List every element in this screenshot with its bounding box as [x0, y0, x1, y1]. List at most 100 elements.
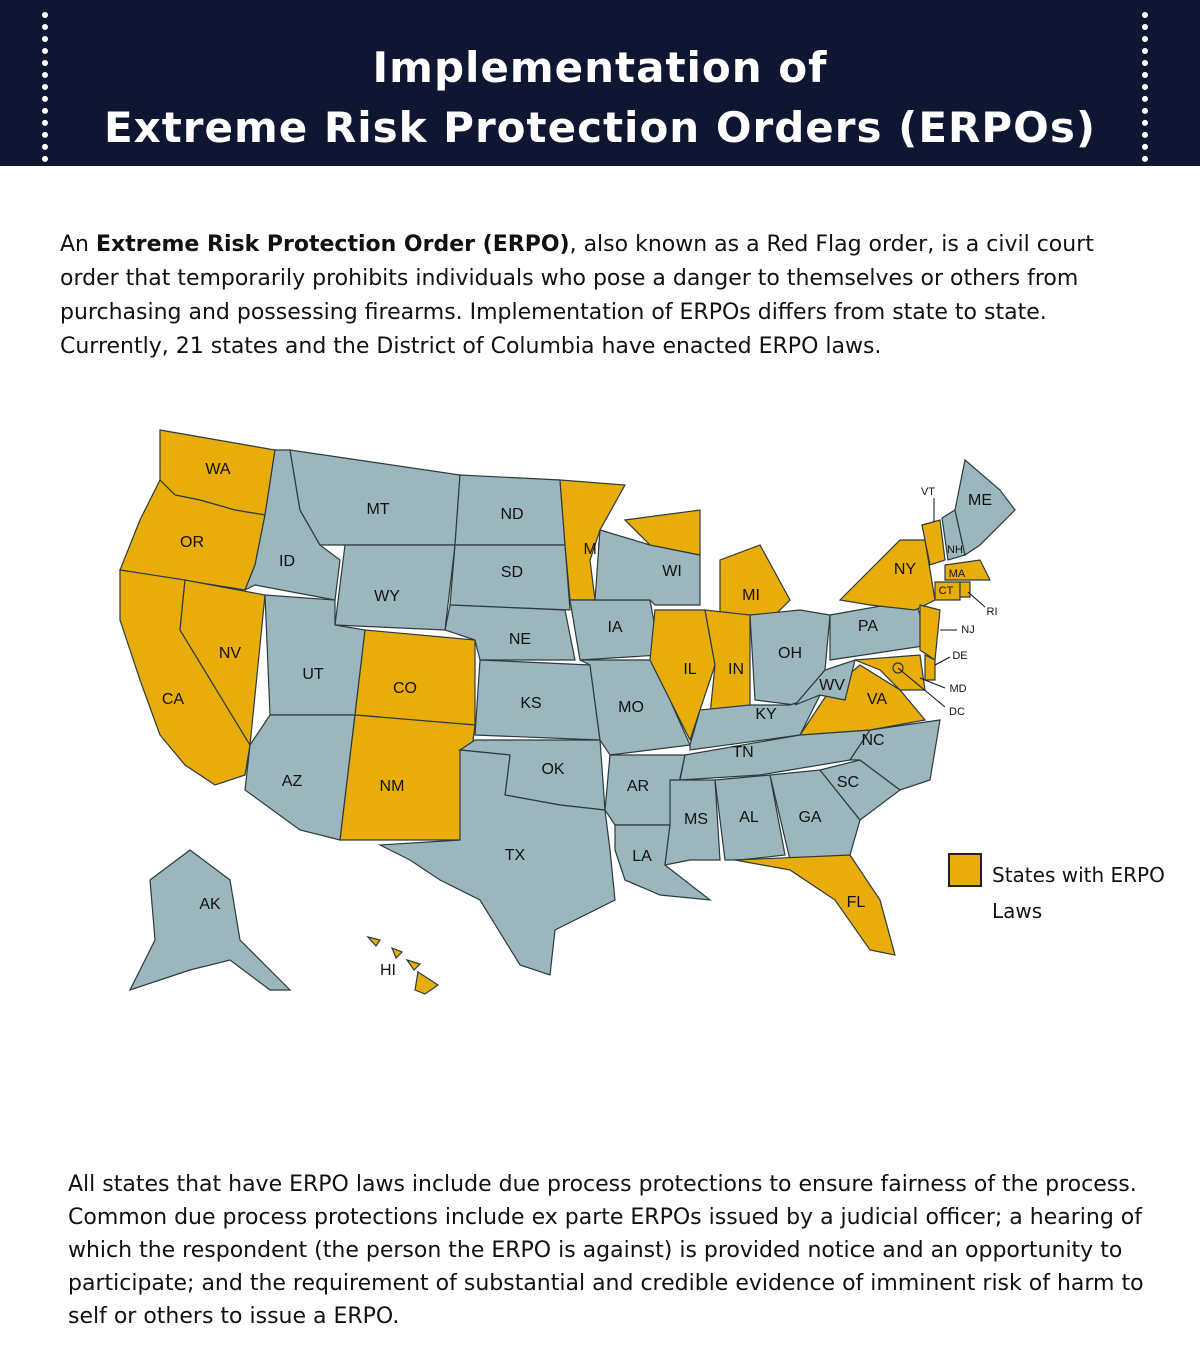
state-shape	[366, 935, 381, 947]
state	[366, 935, 440, 995]
intro-prefix: An	[60, 232, 89, 257]
state	[354, 629, 476, 726]
state-shape	[339, 714, 476, 841]
state-label: MS	[684, 811, 708, 828]
state	[128, 849, 292, 992]
state-label: MO	[618, 699, 644, 716]
state-shape	[919, 604, 941, 662]
state	[794, 659, 856, 706]
state-label: RI	[987, 606, 998, 618]
state-label: DE	[952, 650, 967, 662]
intro-body: , also known as a Red Flag order, is a c…	[60, 232, 1094, 359]
state	[954, 458, 1016, 556]
state-label: SC	[837, 774, 859, 791]
dotted-border	[42, 12, 48, 162]
state-shape	[559, 479, 626, 601]
state-label: AR	[627, 778, 649, 795]
state-label: PA	[858, 618, 878, 635]
state-label: LA	[632, 848, 652, 865]
state-label: DC	[949, 706, 965, 718]
leader-line	[934, 656, 951, 666]
state-shape	[405, 958, 422, 971]
state-label: CT	[939, 585, 954, 597]
state-label: IA	[607, 619, 622, 636]
title-line: Extreme Risk Protection Orders (ERPOs)	[103, 103, 1097, 152]
state-label: TX	[505, 847, 526, 864]
state-label: KS	[520, 695, 541, 712]
state-label: TN	[732, 744, 753, 761]
state-label: IN	[728, 661, 744, 678]
legend-label: States with ERPO Laws	[992, 863, 1165, 923]
state-shape	[623, 509, 701, 556]
state	[919, 604, 941, 662]
state-shape	[714, 774, 786, 861]
state	[289, 449, 461, 546]
state-label: ID	[279, 553, 295, 570]
intro-bold: Extreme Risk Protection Order (ERPO)	[96, 232, 570, 257]
state-label: WY	[374, 588, 400, 605]
state-label: CO	[393, 680, 417, 697]
state-label: NM	[380, 778, 405, 795]
state-label: VT	[921, 486, 935, 498]
leader-line	[919, 677, 946, 689]
state	[734, 854, 896, 956]
state-shape	[289, 449, 461, 546]
state-label: SD	[501, 564, 523, 581]
dotted-border	[1142, 12, 1148, 162]
state-label: AL	[739, 809, 759, 826]
intro-text: An Extreme Risk Protection Order (ERPO),…	[60, 228, 1140, 364]
state-label: ND	[500, 506, 523, 523]
state-label: MI	[742, 587, 760, 604]
state	[838, 539, 936, 611]
state	[449, 544, 571, 611]
state-label: NC	[861, 732, 884, 749]
state-label: MD	[949, 683, 966, 695]
state-shape	[954, 458, 1016, 556]
state-label: WV	[819, 677, 845, 694]
state-shape	[854, 654, 926, 691]
state	[559, 479, 626, 601]
state	[714, 774, 786, 861]
state-shape	[944, 559, 991, 581]
title: Implementation of Extreme Risk Protection…	[0, 0, 1200, 158]
state	[377, 749, 616, 976]
state-shape	[449, 544, 571, 611]
header: Implementation of Extreme Risk Protection…	[0, 0, 1200, 166]
state-shape	[414, 970, 440, 995]
state	[959, 581, 971, 598]
state-label: VA	[867, 691, 887, 708]
state-label: GA	[798, 809, 821, 826]
state-shape	[734, 854, 896, 956]
state-label: ME	[968, 492, 992, 509]
state-shape	[924, 654, 936, 681]
state-label: NV	[219, 645, 242, 662]
state-label: CA	[162, 691, 185, 708]
state-shape	[354, 629, 476, 726]
state-label: AK	[199, 896, 221, 913]
state	[934, 581, 961, 601]
leader-line	[967, 591, 986, 608]
state-shape	[794, 659, 856, 706]
leader-line	[897, 667, 946, 708]
state-label: HI	[380, 962, 396, 979]
state-shape	[959, 581, 971, 598]
state-label: IL	[683, 661, 696, 678]
state-label: OR	[180, 534, 204, 551]
state-label: NH	[947, 544, 963, 556]
state-label: OH	[778, 645, 802, 662]
state-label: OK	[541, 761, 564, 778]
state-label: NY	[894, 561, 917, 578]
state-label: WI	[662, 563, 682, 580]
footer-text: All states that have ERPO laws include d…	[68, 1172, 1144, 1329]
state-label: NJ	[961, 624, 974, 636]
state-label: AZ	[282, 773, 303, 790]
legend-swatch	[948, 853, 982, 887]
state-label: MT	[366, 501, 389, 518]
state-shape	[934, 581, 961, 601]
state-label: UT	[302, 666, 324, 683]
state-shape	[377, 749, 616, 976]
state	[854, 654, 926, 691]
state-label: NE	[509, 631, 531, 648]
